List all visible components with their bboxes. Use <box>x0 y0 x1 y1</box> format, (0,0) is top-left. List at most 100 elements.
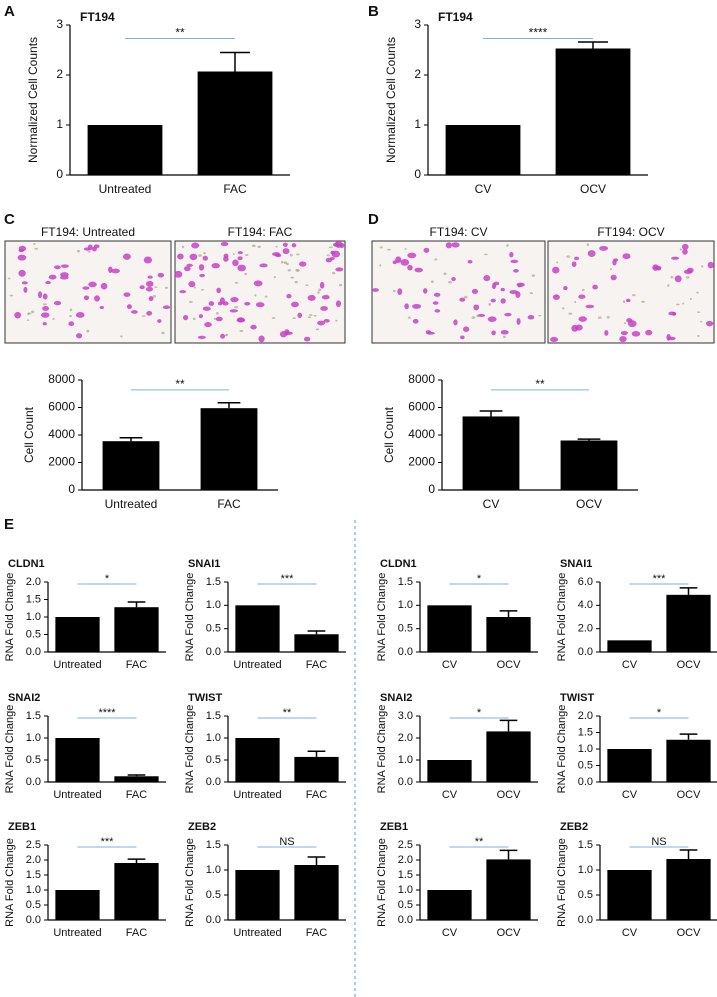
cell <box>529 292 534 295</box>
cell <box>86 329 90 333</box>
cell <box>379 264 382 267</box>
cell <box>581 288 585 292</box>
y-axis-label: RNA Fold Change <box>556 705 568 794</box>
x-tick-label: CV <box>622 789 638 801</box>
y-tick-label: 1.5 <box>398 576 413 588</box>
chart-title: ZEB1 <box>8 821 36 833</box>
cell <box>517 283 522 288</box>
cell <box>250 324 257 330</box>
cell <box>7 277 11 280</box>
y-axis-label: RNA Fold Change <box>184 573 196 662</box>
cell <box>186 263 193 267</box>
cell <box>561 307 565 310</box>
significance-label: ** <box>283 707 292 719</box>
cell <box>459 297 466 302</box>
y-tick-label: 2.0 <box>398 732 413 744</box>
bar <box>560 440 618 490</box>
cell <box>237 251 243 255</box>
cell <box>326 254 330 257</box>
bar <box>445 125 521 175</box>
cell <box>386 248 391 251</box>
cell <box>319 281 325 289</box>
y-tick-label: 2.5 <box>26 839 41 851</box>
cell <box>335 267 344 272</box>
chart: 0.0 2.0 4.0 6.0 RNA Fold Change SNAI1 CV OCV *** <box>556 558 717 671</box>
significance-label: NS <box>651 836 666 848</box>
chart: 0.0 0.5 1.0 1.5 RNA Fold Change ZEB2 Untreated… <box>184 821 346 939</box>
cell <box>287 269 292 272</box>
cell <box>585 304 595 309</box>
chart-title: ZEB2 <box>560 821 588 833</box>
cell <box>303 336 311 342</box>
bar <box>555 48 631 175</box>
cell <box>230 297 239 303</box>
x-tick-label: CV <box>622 927 638 939</box>
cell <box>682 248 688 255</box>
y-tick-label: 1.5 <box>26 593 41 605</box>
cell <box>236 318 246 323</box>
chart: 0 2000 4000 6000 8000 Cell Count CV OCV ** <box>382 372 638 511</box>
significance-label: **** <box>98 707 116 719</box>
y-tick-label: 0.0 <box>578 646 593 658</box>
cell <box>192 317 196 321</box>
significance-label: * <box>477 573 482 585</box>
bar <box>200 408 258 490</box>
y-tick-label: 0 <box>56 167 63 181</box>
cell <box>313 314 317 317</box>
cell <box>453 319 458 326</box>
chart-title: CLDN1 <box>380 558 417 570</box>
cell <box>538 314 542 317</box>
cell <box>145 280 154 287</box>
cell <box>681 243 689 250</box>
x-tick-label: FAC <box>306 659 327 671</box>
cell <box>490 298 496 303</box>
x-tick-label: FAC <box>306 927 327 939</box>
cell <box>82 286 90 290</box>
y-tick-label: 0 <box>414 167 421 181</box>
chart-title: CLDN1 <box>8 558 45 570</box>
error-bar <box>499 849 518 860</box>
y-tick-label: 2.0 <box>398 854 413 866</box>
cell <box>157 272 165 278</box>
x-tick-label: Untreated <box>99 182 152 196</box>
y-tick-label: 0.0 <box>26 776 41 788</box>
significance-label: **** <box>529 26 548 40</box>
chart: 0.0 0.5 1.0 1.5 2.0 2.5 RNA Fold Change ZEB1 Unt… <box>4 821 166 939</box>
cell <box>34 247 39 250</box>
cell <box>18 269 26 277</box>
cell <box>157 319 162 323</box>
chart: 0 1 2 3 Normalized Cell Counts FT194 Untreated… <box>26 10 290 196</box>
cell <box>279 330 288 338</box>
error-bar <box>119 437 143 442</box>
cell <box>282 248 290 255</box>
cell <box>139 285 145 290</box>
chart: 0.0 0.5 1.0 1.5 2.0 2.5 RNA Fold Change ZEB1 CV O… <box>376 821 538 939</box>
cell <box>445 242 452 249</box>
x-tick-label: Untreated <box>233 789 281 801</box>
cell <box>289 253 293 257</box>
x-tick-label: FAC <box>126 659 147 671</box>
cell <box>87 244 93 251</box>
cell <box>556 261 559 264</box>
chart-title: SNAI2 <box>8 692 40 704</box>
cell <box>407 316 411 319</box>
y-tick-label: 0.5 <box>398 899 413 911</box>
y-axis-label: RNA Fold Change <box>556 573 568 662</box>
micrograph-label: FT194: FAC <box>228 225 293 239</box>
cell <box>42 303 47 306</box>
x-tick-label: OCV <box>677 927 702 939</box>
y-tick-label: 2 <box>56 67 63 81</box>
cell <box>220 241 229 247</box>
error-bar <box>217 401 241 409</box>
y-tick-label: 2.0 <box>26 576 41 588</box>
cell <box>423 288 428 294</box>
cell <box>17 254 27 261</box>
cell <box>571 261 577 267</box>
cell <box>513 269 519 273</box>
significance-label: NS <box>279 836 294 848</box>
cell <box>255 302 265 308</box>
cell <box>689 297 692 300</box>
